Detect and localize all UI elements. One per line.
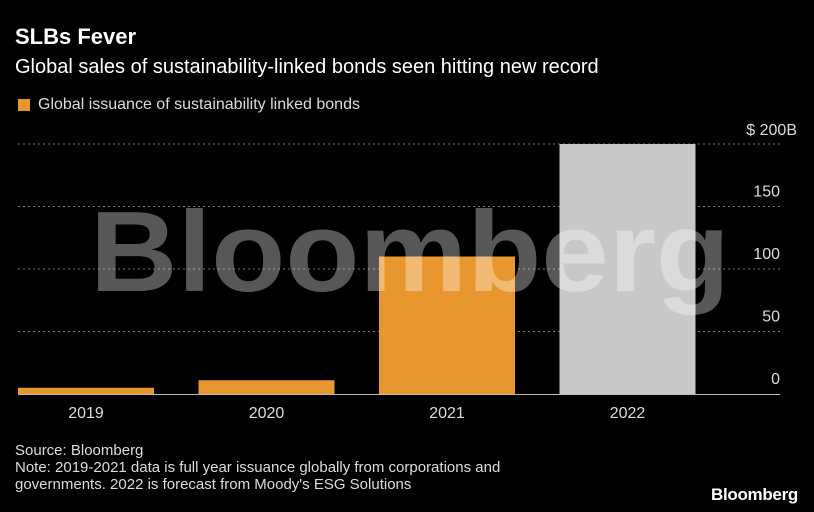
watermark: Bloomberg xyxy=(90,189,730,316)
chart-title: SLBs Fever xyxy=(15,24,137,49)
bar-2019 xyxy=(18,387,154,394)
note-line-2: governments. 2022 is forecast from Moody… xyxy=(15,476,412,493)
x-tick-label: 2021 xyxy=(429,405,465,422)
chart-subtitle: Global sales of sustainability-linked bo… xyxy=(15,56,599,78)
legend-label: Global issuance of sustainability linked… xyxy=(38,96,360,113)
source-notes: Source: Bloomberg Note: 2019-2021 data i… xyxy=(15,442,635,493)
y-tick-label: $ 200B xyxy=(746,122,797,139)
y-tick-label: 100 xyxy=(753,246,780,263)
x-tick-label: 2022 xyxy=(610,405,646,422)
note-line-1: Note: 2019-2021 data is full year issuan… xyxy=(15,459,501,476)
x-tick-label: 2019 xyxy=(68,405,104,422)
y-tick-label: 0 xyxy=(771,371,780,388)
bar-2021 xyxy=(379,256,515,394)
bar-2022 xyxy=(559,144,696,394)
y-tick-label: 50 xyxy=(762,309,780,326)
axes: 2019 2020 2021 2022 0 50 100 150 $ 200B xyxy=(18,122,797,422)
bloomberg-logo: Bloomberg xyxy=(710,485,798,504)
x-tick-label: 2020 xyxy=(249,405,285,422)
bars xyxy=(18,144,696,394)
bar-2020 xyxy=(198,380,335,394)
y-tick-label: 150 xyxy=(753,184,780,201)
source-text: Source: Bloomberg xyxy=(15,442,144,459)
legend: Global issuance of sustainability linked… xyxy=(18,95,360,115)
legend-swatch xyxy=(18,99,30,111)
